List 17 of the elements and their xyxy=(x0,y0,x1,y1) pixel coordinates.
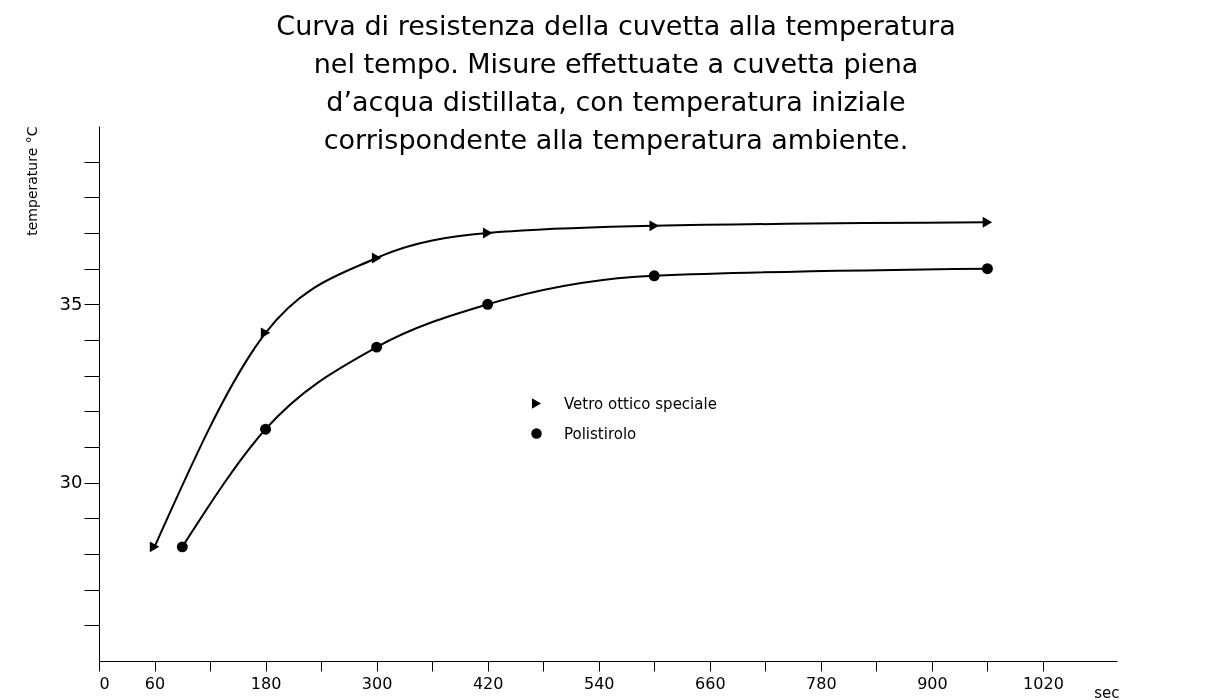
x-tick-label: 420 xyxy=(472,673,504,693)
x-tick-label: 780 xyxy=(806,673,837,693)
y-tick-label: 30 xyxy=(59,471,83,493)
legend-label: Polistirolo xyxy=(564,424,637,443)
x-tick-label: 60 xyxy=(144,673,166,693)
x-tick-label: 0 xyxy=(99,673,110,693)
legend-label: Vetro ottico speciale xyxy=(564,394,717,413)
chart-title: Curva di resistenza della cuvetta alla temperatura nel tempo. Misure effettuate a cuvetta piena d’acqua distillata, con temperatura iniziale corrispondente alla temperatura ambiente. xyxy=(276,10,956,155)
x-tick-label: 540 xyxy=(583,673,615,693)
y-tick-label: 35 xyxy=(59,292,83,314)
x-axis-title: sec xyxy=(1094,683,1120,700)
x-tick-label: 1020 xyxy=(1023,673,1064,693)
x-tick-label: 300 xyxy=(361,673,393,693)
x-tick-label: 180 xyxy=(250,673,282,693)
x-tick-label: 660 xyxy=(695,673,726,693)
x-tick-label: 900 xyxy=(917,673,948,693)
y-axis-title: temperature °C xyxy=(23,126,40,236)
